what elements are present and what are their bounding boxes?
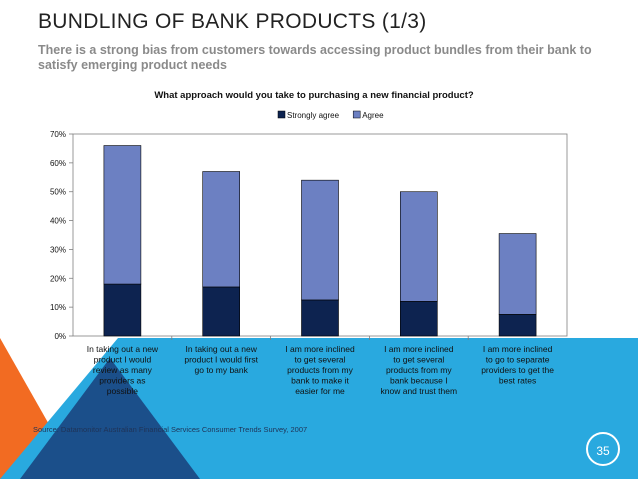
- x-category-label: I am more inclined: [285, 344, 355, 354]
- bar-strongly-agree: [103, 283, 142, 337]
- legend-swatch-strongly-agree: [277, 110, 286, 119]
- legend-label-agree: Agree: [362, 111, 384, 120]
- bar-strongly-agree: [202, 286, 240, 337]
- y-tick-label: 30%: [50, 245, 66, 254]
- bar-agree: [103, 145, 142, 285]
- bar-agree: [301, 179, 339, 301]
- y-tick-label: 70%: [50, 130, 66, 139]
- bar-strongly-agree: [301, 299, 339, 337]
- x-category-label: In taking out a new: [87, 344, 159, 354]
- slide-subtitle: There is a strong bias from customers to…: [38, 43, 592, 72]
- x-category-label: to get several: [393, 355, 444, 365]
- y-tick-label: 60%: [50, 159, 66, 168]
- y-tick-label: 40%: [50, 217, 66, 226]
- x-category-label: providers as: [99, 376, 145, 386]
- bar-strongly-agree: [498, 314, 537, 337]
- bar-agree: [399, 191, 438, 302]
- legend-swatch-agree: [352, 110, 361, 119]
- page-number: 35: [586, 432, 620, 466]
- source-note: Source: Datamonitor Australian Financial…: [33, 425, 308, 434]
- x-category-label: providers to get the: [481, 365, 554, 375]
- x-category-label: I am more inclined: [384, 344, 454, 354]
- bar-agree: [498, 233, 537, 315]
- chart-title: What approach would you take to purchasi…: [154, 90, 474, 101]
- legend-label-strongly-agree: Strongly agree: [287, 111, 340, 120]
- x-category-label: know and trust them: [381, 386, 458, 396]
- x-category-label: to get several: [294, 355, 345, 365]
- x-category-label: possible: [107, 386, 138, 396]
- bar-agree: [202, 171, 240, 288]
- y-tick-label: 20%: [50, 274, 66, 283]
- x-category-label: bank to make it: [291, 376, 349, 386]
- x-category-label: review as many: [93, 365, 153, 375]
- x-category-label: easier for me: [295, 386, 345, 396]
- x-category-label: best rates: [499, 376, 536, 386]
- slide-title: BUNDLING OF BANK PRODUCTS (1/3): [38, 10, 427, 33]
- y-tick-label: 50%: [50, 188, 66, 197]
- x-category-label: products from my: [386, 365, 452, 375]
- x-category-label: go to my bank: [195, 365, 249, 375]
- x-category-label: product I would first: [184, 355, 258, 365]
- x-category-label: product I would: [94, 355, 152, 365]
- x-category-label: to go to separate: [486, 355, 550, 365]
- x-category-label: I am more inclined: [483, 344, 553, 354]
- y-tick-label: 10%: [50, 303, 66, 312]
- bar-strongly-agree: [399, 301, 438, 337]
- x-category-label: bank because I: [390, 376, 448, 386]
- dark-blue-triangle-decoration: [20, 358, 200, 479]
- x-category-label: products from my: [287, 365, 353, 375]
- y-tick-label: 0%: [54, 332, 66, 341]
- x-category-label: In taking out a new: [186, 344, 258, 354]
